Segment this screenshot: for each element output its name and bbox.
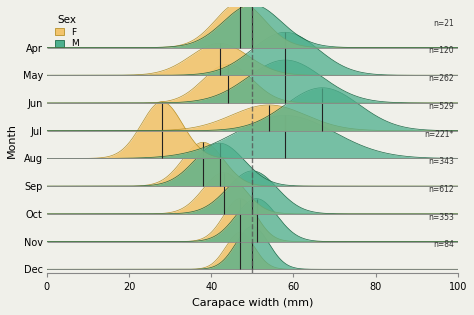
- Text: n=612: n=612: [428, 185, 454, 194]
- Text: n=529: n=529: [428, 102, 454, 111]
- Text: n=353: n=353: [428, 213, 454, 222]
- Text: n=120: n=120: [428, 46, 454, 55]
- Y-axis label: Month: Month: [7, 123, 17, 158]
- Text: n=343: n=343: [428, 157, 454, 166]
- Text: n=84: n=84: [433, 240, 454, 249]
- Text: n=21: n=21: [433, 19, 454, 28]
- Legend: F, M: F, M: [52, 11, 82, 52]
- Text: n=221*: n=221*: [424, 129, 454, 139]
- Text: n=262: n=262: [428, 74, 454, 83]
- X-axis label: Carapace width (mm): Carapace width (mm): [191, 298, 313, 308]
